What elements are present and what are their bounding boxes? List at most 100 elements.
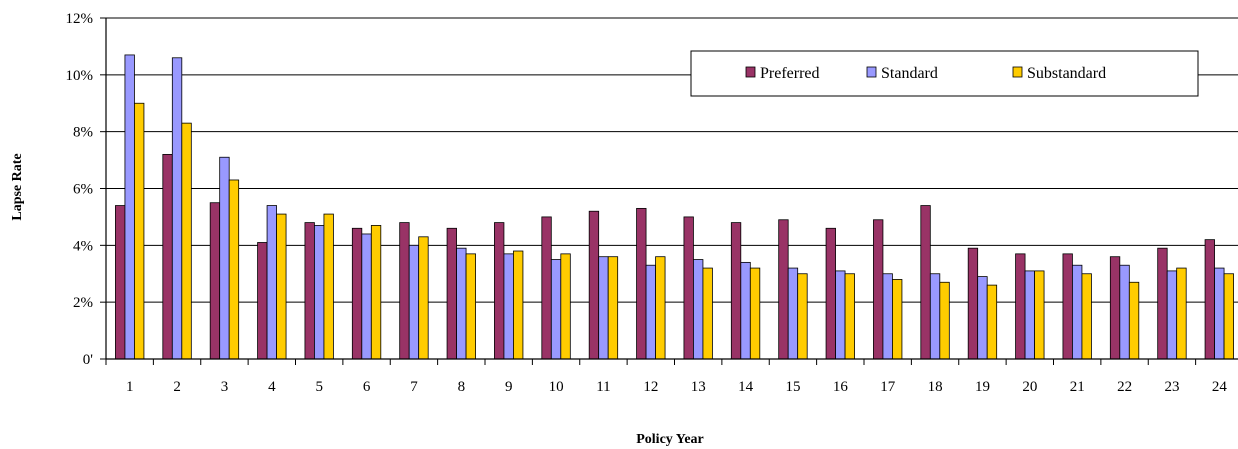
bar-preferred-year-11 [588,210,600,360]
y-tick-label: 2% [73,295,93,311]
bar-standard-year-21 [1072,264,1083,360]
x-tick-label: 13 [691,379,706,395]
x-tick-label: 19 [975,379,990,395]
bar-substandard-year-7 [418,236,429,360]
bar-substandard-year-15 [797,273,808,360]
bar-substandard-year-14 [749,267,761,360]
bar-substandard-year-6 [370,225,382,360]
bar-substandard-year-5 [323,213,334,360]
x-tick-label: 3 [221,379,229,395]
bar-substandard-year-19 [986,284,998,360]
x-tick-label: 18 [928,379,943,395]
x-tick-label: 10 [549,379,564,395]
bar-substandard-year-16 [844,273,855,360]
bar-substandard-year-12 [655,256,666,360]
bar-standard-year-12 [645,264,656,360]
bar-preferred-year-3 [209,202,221,360]
bar-substandard-year-4 [276,213,287,360]
bar-preferred-year-4 [257,242,268,360]
bar-substandard-year-21 [1081,273,1092,360]
x-tick-label: 14 [738,379,754,395]
bar-standard-year-3 [219,156,230,360]
bar-preferred-year-12 [636,207,647,360]
bar-substandard-year-1 [134,102,145,360]
bar-substandard-year-22 [1128,281,1140,360]
y-tick-label: 8% [73,125,93,141]
bar-substandard-year-18 [939,281,950,360]
x-tick-label: 5 [315,379,323,395]
bar-preferred-year-18 [920,205,931,360]
bar-standard-year-2 [171,57,183,360]
bar-substandard-year-9 [513,250,524,360]
bar-preferred-year-7 [399,222,410,360]
bar-standard-year-16 [835,270,846,360]
bar-standard-year-18 [929,273,941,360]
bar-substandard-year-20 [1034,270,1045,360]
bar-standard-year-20 [1024,270,1035,360]
x-tick-label: 4 [268,379,276,395]
y-tick-label: 0' [83,352,94,368]
bar-substandard-year-10 [560,253,571,360]
bar-preferred-year-22 [1109,256,1121,360]
y-tick-label: 6% [73,182,93,198]
legend-swatch-substandard [1012,66,1023,78]
bar-preferred-year-8 [446,227,457,360]
legend-label-substandard: Substandard [1027,65,1106,82]
x-tick-label: 21 [1070,379,1085,395]
bar-preferred-year-21 [1062,253,1073,360]
bar-preferred-year-19 [967,247,979,360]
bar-standard-year-6 [361,233,372,360]
bar-preferred-year-17 [873,219,884,360]
x-tick-label: 11 [596,379,610,395]
bar-preferred-year-23 [1157,247,1168,360]
x-tick-label: 9 [505,379,513,395]
bar-standard-year-9 [503,253,514,360]
y-tick-label: 12% [66,11,94,27]
bar-preferred-year-9 [494,222,505,360]
x-tick-label: 15 [785,379,800,395]
gridlines [106,17,1238,303]
bar-standard-year-13 [693,259,704,360]
bar-standard-year-19 [977,276,988,360]
bar-preferred-year-2 [162,153,173,360]
y-tick-label: 10% [66,68,94,84]
bar-standard-year-4 [266,205,277,360]
bar-preferred-year-15 [778,219,789,360]
bar-standard-year-5 [314,225,325,360]
x-tick-label: 6 [363,379,371,395]
bars [115,54,1234,360]
bar-standard-year-8 [456,247,467,360]
y-axis-title: Lapse Rate [10,153,25,220]
x-tick-label: 16 [833,379,849,395]
x-tick-label: 12 [643,379,658,395]
x-tick-label: 7 [410,379,418,395]
x-tick-label: 24 [1212,379,1228,395]
tick-labels: 0'2%4%6%8%10%12%1 2 3 4 5 6 7 8 9 10 11 12 13 14 15 16 1… [66,11,1228,395]
bar-standard-year-17 [882,273,893,360]
bar-preferred-year-14 [730,222,742,360]
bar-preferred-year-20 [1015,253,1026,360]
axes [100,17,1238,365]
x-tick-label: 8 [458,379,466,395]
bar-preferred-year-6 [351,227,363,360]
legend: Preferred Standard Substandard [690,50,1199,97]
bar-preferred-year-16 [825,227,836,360]
bar-preferred-year-24 [1204,239,1215,360]
bar-substandard-year-11 [607,256,619,360]
bar-preferred-year-1 [115,205,126,360]
bar-standard-year-22 [1119,264,1130,360]
bar-standard-year-15 [787,267,799,360]
bar-standard-year-23 [1166,270,1178,360]
bar-substandard-year-24 [1223,273,1234,360]
x-tick-label: 23 [1164,379,1179,395]
bar-standard-year-11 [598,256,609,360]
bar-preferred-year-5 [304,222,315,360]
x-tick-label: 20 [1022,379,1037,395]
bar-substandard-year-2 [181,122,192,360]
bar-standard-year-10 [550,259,562,360]
x-tick-label: 2 [173,379,181,395]
bar-substandard-year-17 [892,279,903,360]
bar-standard-year-24 [1214,267,1225,360]
legend-label-standard: Standard [881,65,938,82]
